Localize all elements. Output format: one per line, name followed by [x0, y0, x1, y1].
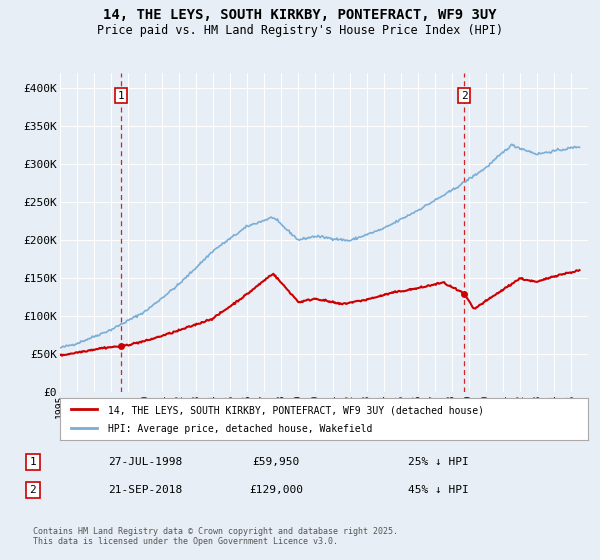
Text: 27-JUL-1998: 27-JUL-1998: [108, 457, 182, 467]
Text: 14, THE LEYS, SOUTH KIRKBY, PONTEFRACT, WF9 3UY: 14, THE LEYS, SOUTH KIRKBY, PONTEFRACT, …: [103, 8, 497, 22]
Text: 1: 1: [29, 457, 37, 467]
Text: £59,950: £59,950: [253, 457, 299, 467]
Text: 2: 2: [29, 485, 37, 495]
Text: Price paid vs. HM Land Registry's House Price Index (HPI): Price paid vs. HM Land Registry's House …: [97, 24, 503, 36]
Text: 1: 1: [118, 91, 124, 101]
Text: 45% ↓ HPI: 45% ↓ HPI: [408, 485, 469, 495]
Text: £129,000: £129,000: [249, 485, 303, 495]
Text: HPI: Average price, detached house, Wakefield: HPI: Average price, detached house, Wake…: [107, 424, 372, 433]
Text: 21-SEP-2018: 21-SEP-2018: [108, 485, 182, 495]
Text: 2: 2: [461, 91, 467, 101]
Text: 25% ↓ HPI: 25% ↓ HPI: [408, 457, 469, 467]
Text: Contains HM Land Registry data © Crown copyright and database right 2025.
This d: Contains HM Land Registry data © Crown c…: [33, 526, 398, 546]
Text: 14, THE LEYS, SOUTH KIRKBY, PONTEFRACT, WF9 3UY (detached house): 14, THE LEYS, SOUTH KIRKBY, PONTEFRACT, …: [107, 405, 484, 415]
